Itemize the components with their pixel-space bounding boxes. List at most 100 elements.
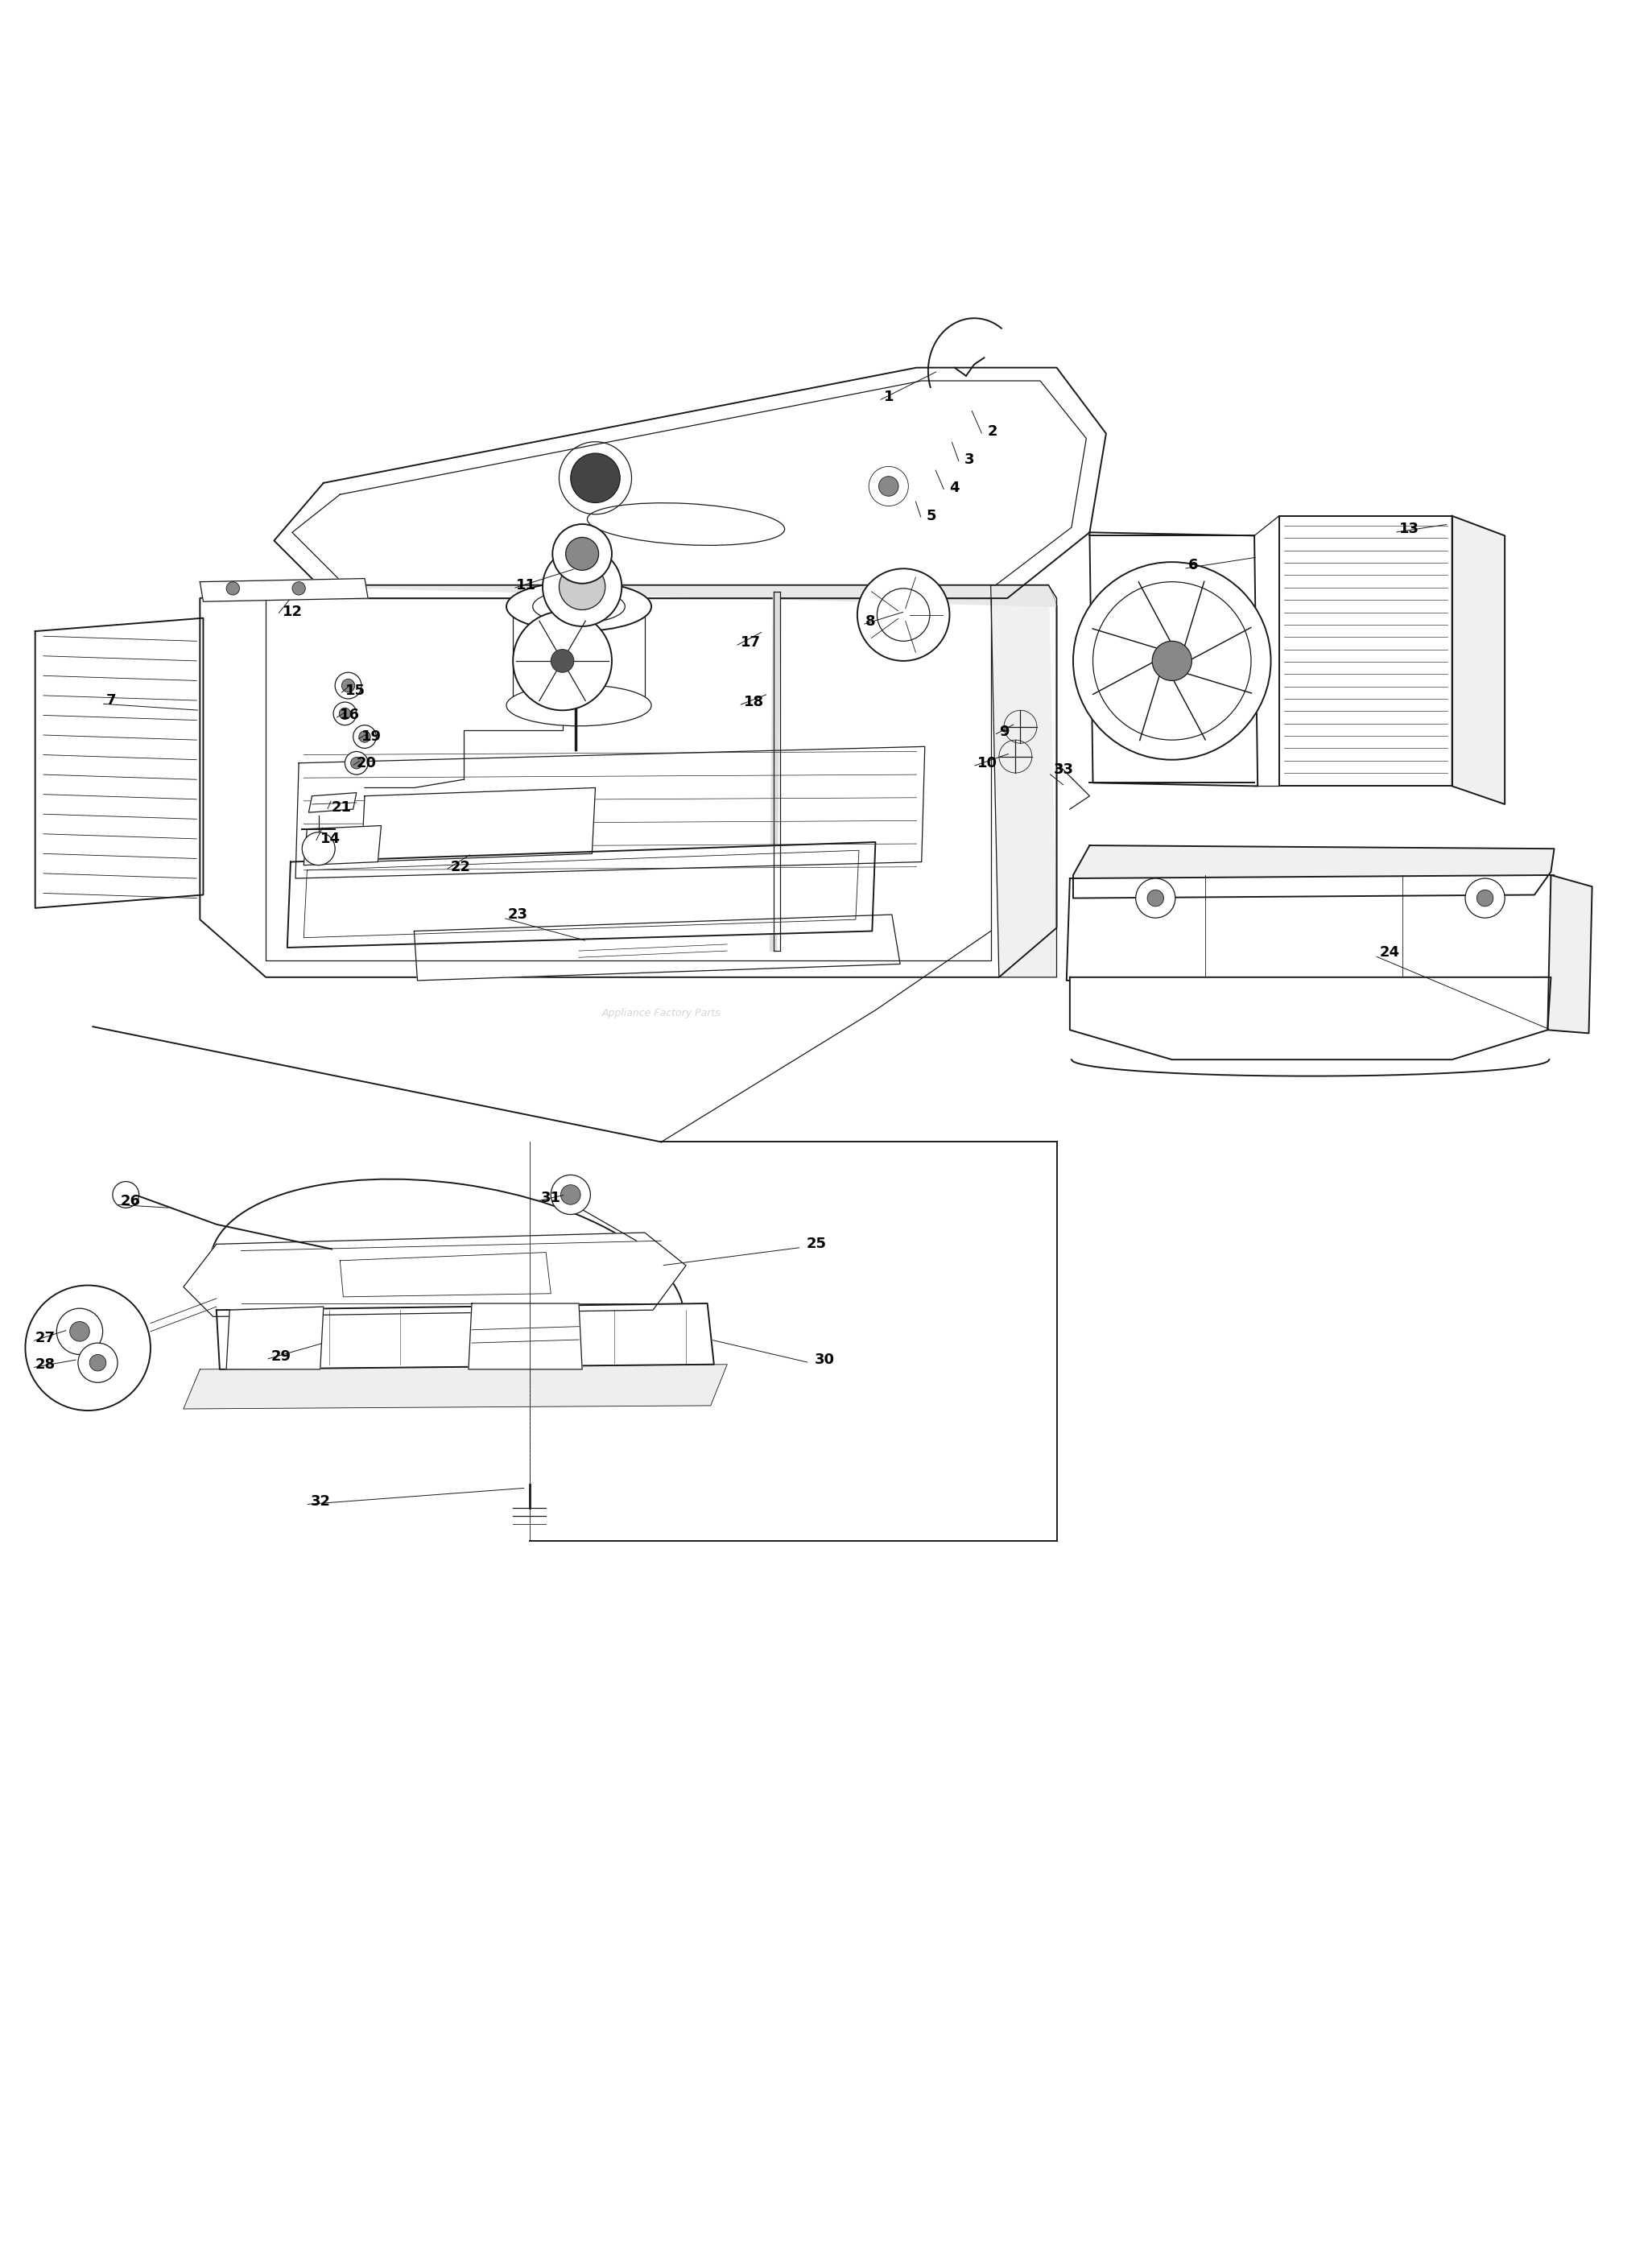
Polygon shape: [1548, 876, 1593, 1033]
Circle shape: [56, 1308, 102, 1355]
Circle shape: [552, 524, 611, 583]
Text: 31: 31: [540, 1191, 562, 1204]
Text: 3: 3: [965, 452, 975, 468]
Circle shape: [354, 725, 377, 747]
Polygon shape: [469, 1303, 582, 1369]
Text: 13: 13: [1399, 522, 1419, 536]
Text: 27: 27: [35, 1330, 55, 1346]
Circle shape: [69, 1321, 89, 1342]
Circle shape: [1151, 642, 1191, 680]
Polygon shape: [183, 1234, 686, 1317]
Circle shape: [1477, 889, 1493, 907]
Polygon shape: [266, 599, 991, 961]
Circle shape: [345, 752, 368, 774]
Polygon shape: [287, 842, 876, 948]
Polygon shape: [991, 585, 1057, 977]
Polygon shape: [514, 606, 644, 705]
Circle shape: [1135, 878, 1175, 918]
Text: 28: 28: [35, 1357, 56, 1371]
Polygon shape: [770, 592, 780, 950]
Circle shape: [78, 1344, 117, 1382]
Text: 17: 17: [740, 635, 760, 651]
Circle shape: [358, 732, 370, 743]
Polygon shape: [304, 826, 382, 864]
Polygon shape: [1279, 515, 1452, 786]
Text: 23: 23: [509, 907, 529, 923]
Polygon shape: [1067, 876, 1555, 981]
Text: 2: 2: [988, 425, 998, 439]
Polygon shape: [226, 1308, 324, 1369]
Text: 5: 5: [927, 509, 937, 522]
Text: 19: 19: [362, 729, 382, 743]
Circle shape: [565, 538, 598, 570]
Text: 12: 12: [282, 603, 302, 619]
Polygon shape: [200, 579, 368, 601]
Polygon shape: [258, 585, 1057, 606]
Circle shape: [1465, 878, 1505, 918]
Polygon shape: [216, 1303, 714, 1369]
Circle shape: [226, 581, 240, 594]
Polygon shape: [1452, 515, 1505, 804]
Text: 8: 8: [866, 615, 876, 628]
Polygon shape: [1070, 977, 1551, 1060]
Ellipse shape: [507, 581, 651, 630]
Polygon shape: [35, 619, 203, 907]
Text: 15: 15: [345, 684, 365, 698]
Text: 32: 32: [311, 1495, 330, 1508]
Text: 10: 10: [978, 756, 998, 770]
Text: 21: 21: [332, 801, 352, 815]
Ellipse shape: [507, 684, 651, 727]
Polygon shape: [183, 1364, 727, 1409]
Text: 18: 18: [743, 696, 763, 709]
Text: 11: 11: [517, 579, 537, 592]
Text: 4: 4: [950, 482, 960, 495]
Polygon shape: [362, 788, 595, 862]
Polygon shape: [415, 914, 900, 981]
Circle shape: [292, 581, 306, 594]
Circle shape: [558, 563, 605, 610]
Text: 1: 1: [884, 389, 894, 405]
Text: 29: 29: [271, 1348, 291, 1364]
Ellipse shape: [532, 590, 624, 624]
Circle shape: [25, 1285, 150, 1411]
Circle shape: [334, 702, 357, 725]
Circle shape: [339, 707, 350, 720]
Circle shape: [869, 466, 909, 506]
Circle shape: [879, 477, 899, 495]
Polygon shape: [274, 367, 1107, 599]
Text: 6: 6: [1188, 558, 1198, 572]
Text: Appliance Factory Parts: Appliance Factory Parts: [601, 1008, 720, 1020]
Polygon shape: [200, 585, 1057, 977]
Text: 25: 25: [806, 1236, 826, 1252]
Text: 33: 33: [1054, 763, 1074, 777]
Circle shape: [877, 588, 930, 642]
Circle shape: [89, 1355, 106, 1371]
Circle shape: [550, 1175, 590, 1216]
Circle shape: [342, 680, 355, 693]
Text: 22: 22: [451, 860, 471, 873]
Text: 30: 30: [814, 1353, 834, 1366]
Text: 26: 26: [121, 1193, 140, 1209]
Text: 7: 7: [106, 693, 116, 707]
Polygon shape: [296, 747, 925, 878]
Polygon shape: [1074, 846, 1555, 898]
Circle shape: [550, 648, 573, 673]
Text: 9: 9: [999, 725, 1009, 738]
Circle shape: [302, 833, 335, 864]
Circle shape: [560, 1184, 580, 1204]
Circle shape: [1074, 563, 1270, 761]
Text: 16: 16: [340, 709, 360, 723]
Text: 14: 14: [320, 831, 340, 846]
Polygon shape: [309, 792, 357, 813]
Circle shape: [112, 1182, 139, 1209]
Circle shape: [542, 547, 621, 626]
Text: 20: 20: [357, 756, 377, 770]
Circle shape: [350, 756, 362, 770]
Circle shape: [335, 673, 362, 698]
Circle shape: [514, 612, 611, 711]
Polygon shape: [1090, 533, 1257, 786]
Text: 24: 24: [1379, 945, 1399, 959]
Circle shape: [857, 570, 950, 662]
Circle shape: [570, 452, 620, 502]
Polygon shape: [340, 1252, 550, 1297]
